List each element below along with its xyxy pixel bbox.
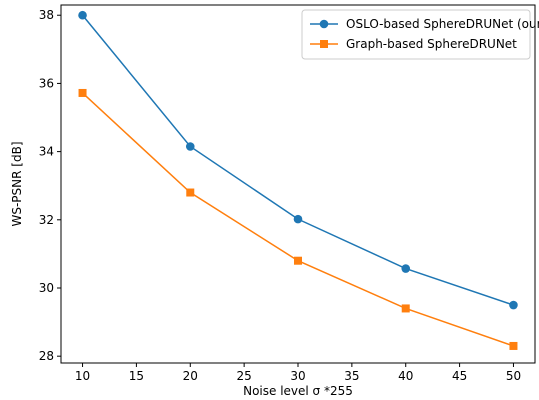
data-point-0-2 xyxy=(293,214,303,224)
x-tick-label-5: 35 xyxy=(344,369,359,383)
legend-marker-1 xyxy=(320,40,328,48)
y-axis-label: WS-PSNR [dB] xyxy=(10,141,24,226)
x-axis-label: Noise level σ *255 xyxy=(243,384,353,398)
legend-label-0: OSLO-based SphereDRUNet (ours) xyxy=(346,17,539,31)
y-tick-label-4: 36 xyxy=(39,76,54,90)
x-tick-label-4: 30 xyxy=(290,369,305,383)
legend-marker-0 xyxy=(319,19,329,29)
data-point-0-4 xyxy=(509,300,518,310)
y-axis-ticks: 28 30 32 34 36 38 xyxy=(39,8,61,363)
data-point-1-4 xyxy=(509,341,518,350)
data-point-1-0 xyxy=(78,88,87,97)
x-tick-label-2: 20 xyxy=(183,369,198,383)
x-tick-label-6: 40 xyxy=(398,369,413,383)
x-tick-label-3: 25 xyxy=(236,369,251,383)
data-point-0-3 xyxy=(401,264,411,273)
data-point-0-1 xyxy=(185,142,195,151)
legend: OSLO-based SphereDRUNet (ours) Graph-base… xyxy=(301,9,539,60)
data-point-1-2 xyxy=(294,256,302,265)
x-tick-label-0: 10 xyxy=(75,369,90,383)
data-point-1-1 xyxy=(186,188,195,197)
y-tick-label-0: 28 xyxy=(39,349,54,363)
x-tick-label-1: 15 xyxy=(129,369,144,383)
x-axis-ticks: 10 15 20 25 30 35 40 45 50 xyxy=(75,363,521,383)
y-tick-label-1: 30 xyxy=(39,281,54,295)
y-tick-label-2: 32 xyxy=(39,213,54,227)
data-point-1-3 xyxy=(401,304,410,313)
legend-label-1: Graph-based SphereDRUNet xyxy=(346,37,517,51)
x-tick-label-7: 45 xyxy=(452,369,467,383)
legend-box xyxy=(301,9,531,60)
x-tick-label-8: 50 xyxy=(506,369,521,383)
data-point-0-0 xyxy=(78,10,87,20)
y-tick-label-5: 38 xyxy=(39,8,54,22)
y-tick-label-3: 34 xyxy=(39,145,54,159)
